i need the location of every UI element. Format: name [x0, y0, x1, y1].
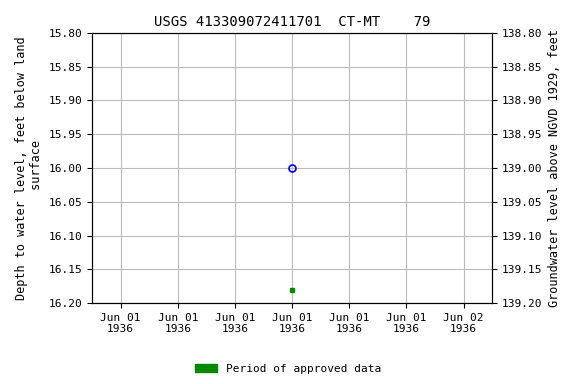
- Y-axis label: Groundwater level above NGVD 1929, feet: Groundwater level above NGVD 1929, feet: [548, 29, 561, 307]
- Y-axis label: Depth to water level, feet below land
 surface: Depth to water level, feet below land su…: [15, 36, 43, 300]
- Title: USGS 413309072411701  CT-MT    79: USGS 413309072411701 CT-MT 79: [154, 15, 430, 29]
- Legend: Period of approved data: Period of approved data: [191, 359, 385, 379]
